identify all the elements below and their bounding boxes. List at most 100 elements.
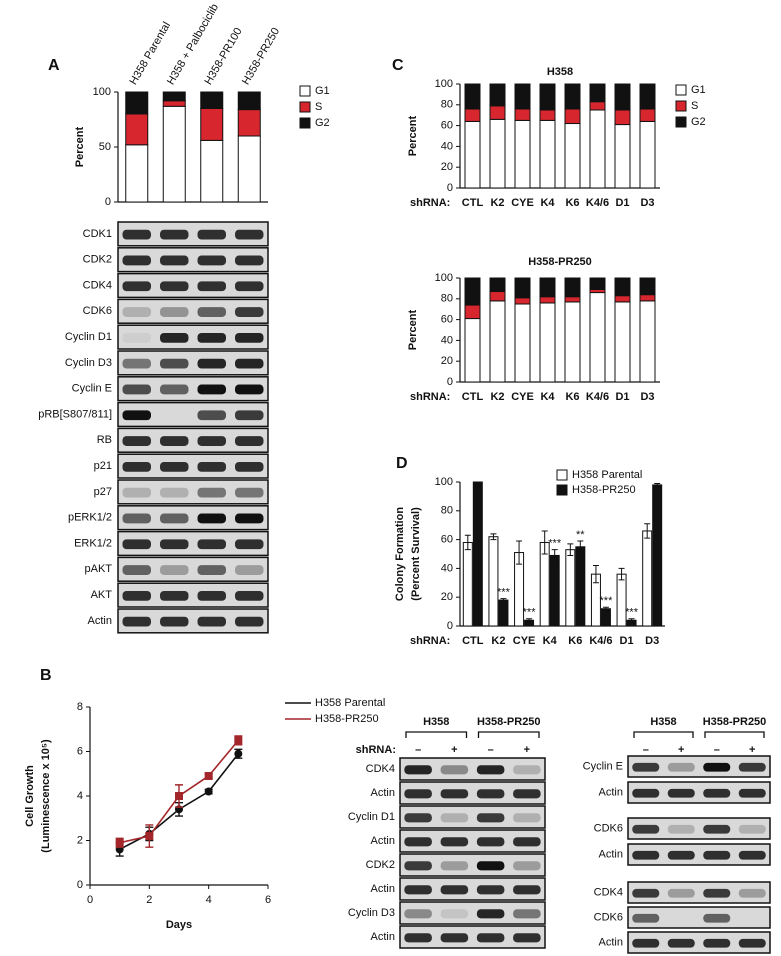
blot-band: [160, 384, 189, 395]
bar: [652, 484, 663, 627]
error-bar: [500, 598, 507, 603]
point: [234, 749, 243, 758]
bar-segment: [200, 108, 224, 141]
blot-band: [122, 539, 151, 550]
blot-band: [197, 332, 226, 343]
lane-label: –: [415, 744, 421, 756]
blot-band: [197, 255, 226, 266]
y-tick-label: 20: [441, 591, 453, 603]
group-bracket: [633, 731, 694, 738]
y-axis-label: Colony Formation: [394, 507, 406, 601]
bar: [462, 541, 473, 627]
x-tick-label: K4: [540, 391, 555, 403]
error-bar: [567, 543, 574, 556]
blot-band: [235, 513, 264, 524]
blot-strip: [399, 853, 546, 877]
y-tick-label: 100: [435, 78, 453, 90]
blot-label: Cyclin D3: [348, 907, 395, 919]
blot-band: [476, 885, 505, 895]
blot-band: [235, 307, 264, 317]
bar-segment: [614, 83, 631, 111]
group-bracket: [405, 731, 468, 738]
group-label: H358: [650, 716, 676, 728]
blot-band: [440, 813, 469, 823]
legend-label: S: [315, 101, 322, 113]
bar-segment: [539, 109, 556, 121]
bar-segment: [464, 277, 481, 306]
x-tick-label: K2: [491, 635, 505, 647]
blot-label: Cyclin E: [583, 760, 623, 772]
y-tick-label: 40: [441, 562, 453, 574]
blot-band: [197, 487, 226, 498]
blot-band: [404, 813, 432, 823]
group-bracket: [704, 731, 765, 738]
blot-band: [476, 909, 505, 919]
blot-band: [513, 885, 541, 895]
blot-strip: [117, 401, 269, 428]
bar-segment: [589, 83, 606, 103]
lane-label: –: [488, 744, 494, 756]
bar-segment: [464, 304, 481, 320]
blot-label: AKT: [91, 589, 113, 601]
blot-band: [197, 513, 226, 524]
bar-segment: [589, 109, 606, 189]
blot-label: Actin: [371, 787, 395, 799]
bar-segment: [539, 302, 556, 383]
bar-segment: [125, 91, 149, 115]
bar-segment: [489, 118, 506, 189]
blot-band: [160, 229, 189, 240]
bar-segment: [489, 291, 506, 302]
blot-label: Cyclin D1: [348, 811, 395, 823]
error-bar: [644, 523, 651, 539]
bar: [498, 599, 509, 627]
x-axis-label: shRNA:: [410, 197, 450, 209]
panel-label: B: [40, 667, 52, 684]
legend-swatch: [675, 116, 687, 128]
blot-strip: [399, 829, 546, 853]
blot-strip: [399, 781, 546, 805]
x-tick-label: D3: [645, 635, 659, 647]
blot-band: [197, 616, 226, 627]
blot-band: [703, 762, 731, 772]
blot-band: [703, 888, 731, 898]
y-tick-label: 20: [441, 161, 453, 173]
error-bar: [464, 534, 471, 551]
y-tick-label: 40: [441, 140, 453, 152]
y-axis-label: (Luminescence x 10⁵): [40, 739, 52, 853]
bar-segment: [162, 91, 186, 102]
blot-strip: [117, 453, 269, 479]
blot-band: [122, 384, 151, 395]
y-tick-label: 0: [77, 879, 83, 891]
blot-label: Cyclin E: [72, 383, 112, 395]
blot-band: [513, 933, 541, 943]
y-tick-label: 4: [77, 790, 83, 802]
bar: [565, 549, 576, 627]
bar-segment: [639, 300, 656, 383]
group-label: H358-PR250: [477, 716, 541, 728]
y-tick-label: 60: [441, 120, 453, 132]
x-axis-label: Days: [166, 919, 192, 931]
blot-strip: [117, 530, 269, 557]
blot-band: [476, 813, 505, 823]
blot-label: pAKT: [84, 563, 112, 575]
blot-band: [197, 229, 226, 240]
blot-strip: [117, 272, 269, 299]
blot-band: [160, 281, 189, 292]
blot-band: [738, 938, 766, 948]
x-tick-label: K4/6: [586, 197, 609, 209]
bar-segment: [614, 109, 631, 126]
blot-band: [122, 590, 151, 601]
error-bar: [577, 540, 584, 554]
panel-label: A: [48, 57, 60, 74]
group-label: H358-PR250: [703, 716, 767, 728]
blot-band: [235, 255, 264, 266]
blot-band: [738, 762, 766, 772]
x-tick-label: H358-PR100: [202, 26, 244, 87]
blot-band: [632, 788, 660, 798]
blot-band: [476, 765, 505, 775]
blot-label: Actin: [599, 936, 623, 948]
x-tick-label: 6: [265, 894, 271, 906]
x-tick-label: K2: [490, 197, 504, 209]
blot-label: CDK6: [83, 305, 112, 317]
bar-segment: [539, 296, 556, 304]
